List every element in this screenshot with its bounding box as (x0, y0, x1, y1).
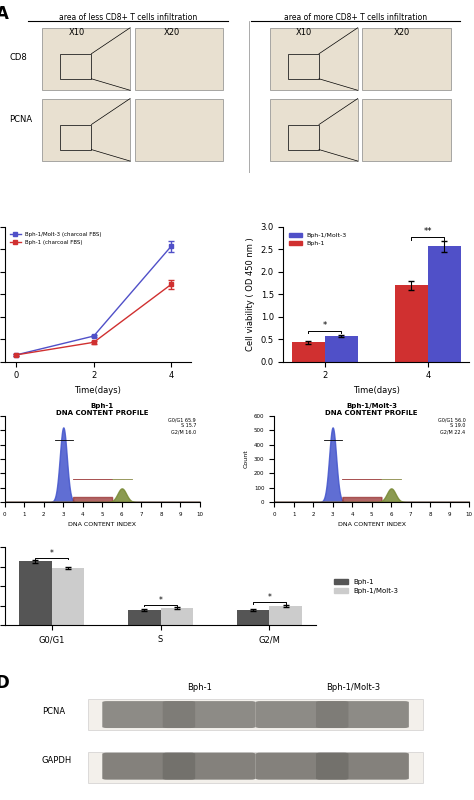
Text: Bph-1: Bph-1 (187, 683, 212, 692)
Text: G0/G1 65.9
S 15.7
G2/M 16.0: G0/G1 65.9 S 15.7 G2/M 16.0 (168, 418, 196, 434)
Legend: Bph-1/Molt-3 (charcoal FBS), Bph-1 (charcoal FBS): Bph-1/Molt-3 (charcoal FBS), Bph-1 (char… (8, 230, 104, 247)
FancyBboxPatch shape (363, 98, 451, 161)
Text: D: D (0, 674, 9, 692)
Bar (161, 608, 193, 626)
Text: PCNA: PCNA (42, 706, 65, 716)
Bar (237, 610, 269, 626)
FancyBboxPatch shape (102, 701, 195, 728)
FancyBboxPatch shape (135, 28, 223, 90)
FancyBboxPatch shape (102, 753, 195, 780)
Text: X20: X20 (164, 28, 180, 37)
Bar (325, 336, 358, 362)
Bar (19, 562, 52, 626)
X-axis label: Time(days): Time(days) (353, 386, 400, 395)
Text: A: A (0, 5, 9, 22)
FancyBboxPatch shape (270, 28, 358, 90)
Text: area of less CD8+ T cells infiltration: area of less CD8+ T cells infiltration (59, 13, 197, 22)
Bar (292, 342, 325, 362)
FancyBboxPatch shape (135, 98, 223, 161)
Text: PCNA: PCNA (9, 115, 33, 125)
Text: CD8: CD8 (9, 53, 27, 62)
FancyBboxPatch shape (316, 753, 409, 780)
FancyBboxPatch shape (270, 98, 358, 161)
Text: G0/G1 56.0
S 19.0
G2/M 22.4: G0/G1 56.0 S 19.0 G2/M 22.4 (438, 418, 465, 434)
X-axis label: DNA CONTENT INDEX: DNA CONTENT INDEX (337, 522, 406, 527)
Y-axis label: Cell viability ( OD 450 nm ): Cell viability ( OD 450 nm ) (246, 238, 255, 351)
Text: X20: X20 (394, 28, 410, 37)
Bar (428, 246, 461, 362)
FancyBboxPatch shape (163, 701, 255, 728)
Legend: Bph-1, Bph-1/Molt-3: Bph-1, Bph-1/Molt-3 (331, 576, 401, 597)
FancyBboxPatch shape (42, 28, 130, 90)
Text: *: * (159, 596, 163, 605)
FancyBboxPatch shape (255, 753, 348, 780)
Legend: Bph-1/Molt-3, Bph-1: Bph-1/Molt-3, Bph-1 (287, 230, 349, 249)
Text: X10: X10 (69, 28, 85, 37)
Bar (269, 606, 302, 626)
Text: area of more CD8+ T cells infiltration: area of more CD8+ T cells infiltration (284, 13, 427, 22)
FancyBboxPatch shape (88, 751, 423, 783)
X-axis label: DNA CONTENT INDEX: DNA CONTENT INDEX (68, 522, 137, 527)
Y-axis label: Count: Count (243, 450, 248, 468)
Bar (128, 610, 161, 626)
Bar (52, 568, 84, 626)
Text: GAPDH: GAPDH (42, 756, 72, 765)
Title: Bph-1/Molt-3
DNA CONTENT PROFILE: Bph-1/Molt-3 DNA CONTENT PROFILE (326, 402, 418, 415)
Text: **: ** (424, 227, 432, 236)
Title: Bph-1
DNA CONTENT PROFILE: Bph-1 DNA CONTENT PROFILE (56, 402, 148, 415)
Text: *: * (267, 594, 272, 602)
Text: *: * (323, 321, 327, 330)
FancyBboxPatch shape (163, 753, 255, 780)
X-axis label: Time(days): Time(days) (74, 386, 121, 395)
FancyBboxPatch shape (88, 699, 423, 730)
FancyBboxPatch shape (316, 701, 409, 728)
FancyBboxPatch shape (363, 28, 451, 90)
FancyBboxPatch shape (42, 98, 130, 161)
Text: X10: X10 (296, 28, 312, 37)
Bar (395, 286, 428, 362)
FancyBboxPatch shape (255, 701, 348, 728)
Text: Bph-1/Molt-3: Bph-1/Molt-3 (326, 683, 380, 692)
Text: *: * (50, 549, 54, 558)
